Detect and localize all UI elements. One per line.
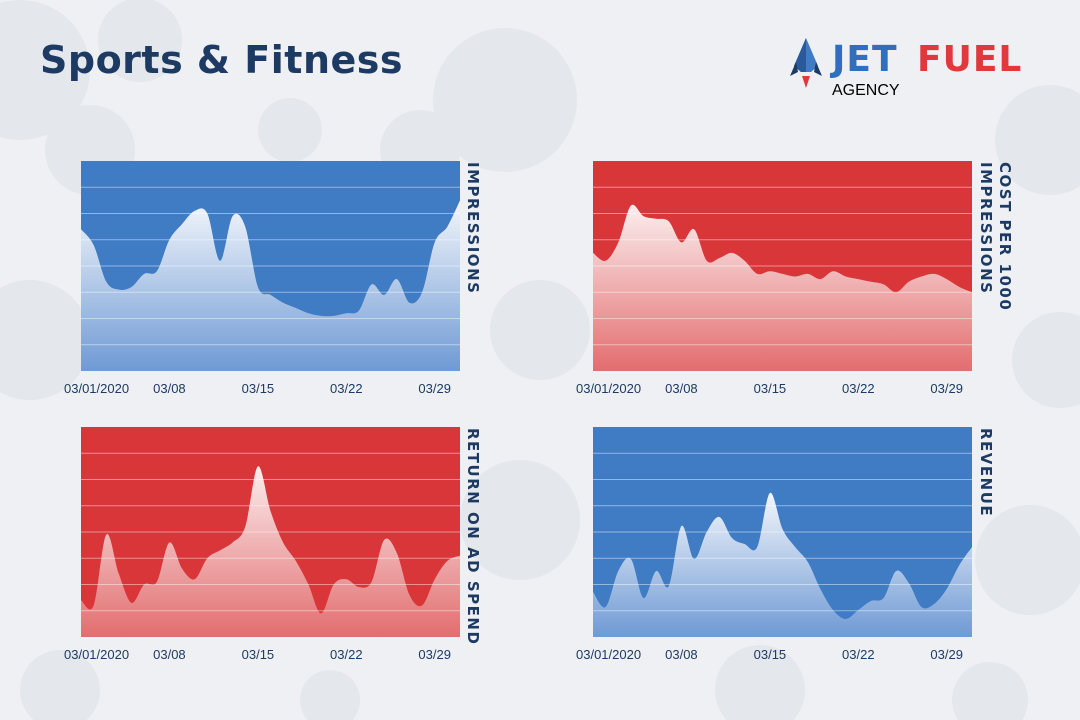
revenue-chart: 03/01/2020 03/08 03/15 03/22 03/29 REVENUE [572, 422, 1012, 672]
impressions-x-tick-label: 03/08 [153, 381, 186, 396]
impressions-x-tick-label: 03/15 [242, 381, 275, 396]
cpm-plot: 03/01/2020 03/08 03/15 03/22 03/29 [576, 161, 972, 396]
revenue-x-tick-label: 03/01/2020 [576, 647, 641, 662]
cpm-area-series [593, 204, 972, 371]
impressions-plot: 03/01/2020 03/08 03/15 03/22 03/29 [64, 161, 460, 396]
roas-x-tick-label: 03/29 [418, 647, 451, 662]
revenue-area-series [593, 492, 972, 637]
impressions-area-series [81, 200, 460, 371]
cpm-x-tick-label: 03/01/2020 [576, 381, 641, 396]
roas-axis-title: RETURN ON AD SPEND [464, 428, 482, 646]
revenue-x-tick-label: 03/08 [665, 647, 698, 662]
revenue-axis-title: REVENUE [977, 428, 995, 518]
cpm-x-tick-label: 03/15 [754, 381, 787, 396]
jetfuel-logo: JET FUEL [788, 36, 1044, 98]
impressions-x-tick-label: 03/01/2020 [64, 381, 129, 396]
roas-x-tick-label: 03/08 [153, 647, 186, 662]
cpm-x-tick-label: 03/22 [842, 381, 875, 396]
revenue-x-tick-label: 03/15 [754, 647, 787, 662]
logo-brand-jet: JET [832, 39, 898, 80]
cpm-chart: 03/01/2020 03/08 03/15 03/22 03/29 COST PER … [572, 156, 1032, 406]
revenue-x-tick-label: 03/29 [930, 647, 963, 662]
logo-agency: AGENCY [832, 82, 900, 99]
roas-area-series [81, 466, 460, 637]
cpm-axis-title: COST PER 1000 IMPRESSIONS [977, 162, 1014, 312]
rocket-icon [790, 38, 822, 88]
impressions-x-tick-label: 03/22 [330, 381, 363, 396]
roas-x-tick-label: 03/15 [242, 647, 275, 662]
impressions-chart: 03/01/2020 03/08 03/15 03/22 03/29 IMPRESSIO… [60, 156, 500, 406]
roas-chart: 03/01/2020 03/08 03/15 03/22 03/29 RETURN ON… [60, 422, 500, 672]
impressions-x-tick-label: 03/29 [418, 381, 451, 396]
roas-plot: 03/01/2020 03/08 03/15 03/22 03/29 [64, 427, 460, 662]
page-title: Sports & Fitness [40, 38, 404, 82]
revenue-plot: 03/01/2020 03/08 03/15 03/22 03/29 [576, 427, 972, 662]
roas-x-tick-label: 03/01/2020 [64, 647, 129, 662]
revenue-x-tick-label: 03/22 [842, 647, 875, 662]
logo-brand-fuel: FUEL [917, 39, 1023, 80]
impressions-axis-title: IMPRESSIONS [464, 162, 482, 295]
cpm-x-tick-label: 03/29 [930, 381, 963, 396]
cpm-x-tick-label: 03/08 [665, 381, 698, 396]
roas-x-tick-label: 03/22 [330, 647, 363, 662]
